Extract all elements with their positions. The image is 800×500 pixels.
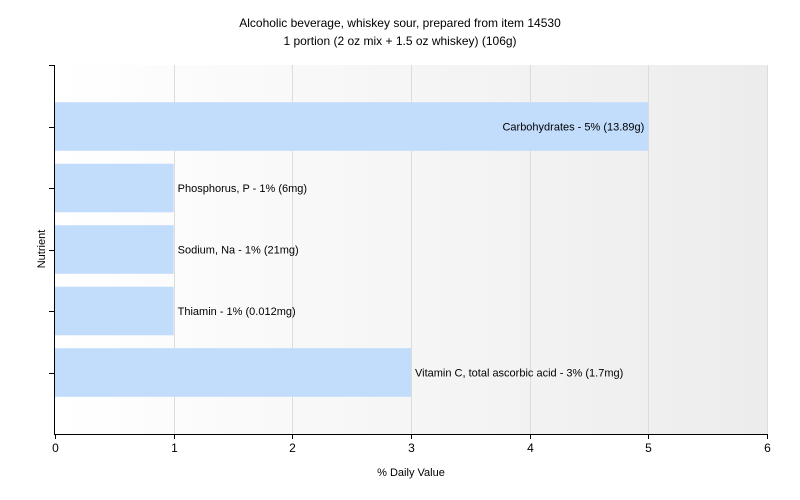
bar-label: Vitamin C, total ascorbic acid - 3% (1.7… bbox=[415, 368, 623, 380]
x-axis-label: % Daily Value bbox=[377, 467, 445, 479]
bar-label: Phosphorus, P - 1% (6mg) bbox=[178, 183, 307, 195]
bar-label: Sodium, Na - 1% (21mg) bbox=[178, 245, 299, 257]
chart-title: Alcoholic beverage, whiskey sour, prepar… bbox=[239, 16, 561, 30]
bar bbox=[55, 102, 649, 151]
bar bbox=[55, 163, 174, 213]
bar bbox=[55, 348, 411, 397]
bar-label: Carbohydrates - 5% (13.89g) bbox=[502, 122, 644, 134]
x-tick-label: 0 bbox=[52, 441, 59, 455]
bar-label: Thiamin - 1% (0.012mg) bbox=[178, 306, 296, 318]
bar bbox=[55, 286, 174, 336]
x-tick-label: 2 bbox=[289, 441, 296, 455]
y-axis-label: Nutrient bbox=[36, 230, 48, 269]
bars: Carbohydrates - 5% (13.89g) Phosphorus, P… bbox=[55, 102, 649, 397]
x-axis-ticks: 0 1 2 3 4 5 6 bbox=[52, 434, 771, 455]
x-tick-label: 5 bbox=[645, 441, 652, 455]
x-tick-label: 3 bbox=[408, 441, 415, 455]
y-axis-ticks bbox=[49, 65, 54, 374]
chart-subtitle: 1 portion (2 oz mix + 1.5 oz whiskey) (1… bbox=[283, 34, 516, 48]
x-tick-label: 4 bbox=[527, 441, 534, 455]
bar bbox=[55, 225, 174, 274]
x-tick-label: 1 bbox=[171, 441, 178, 455]
x-tick-label: 6 bbox=[764, 441, 771, 455]
